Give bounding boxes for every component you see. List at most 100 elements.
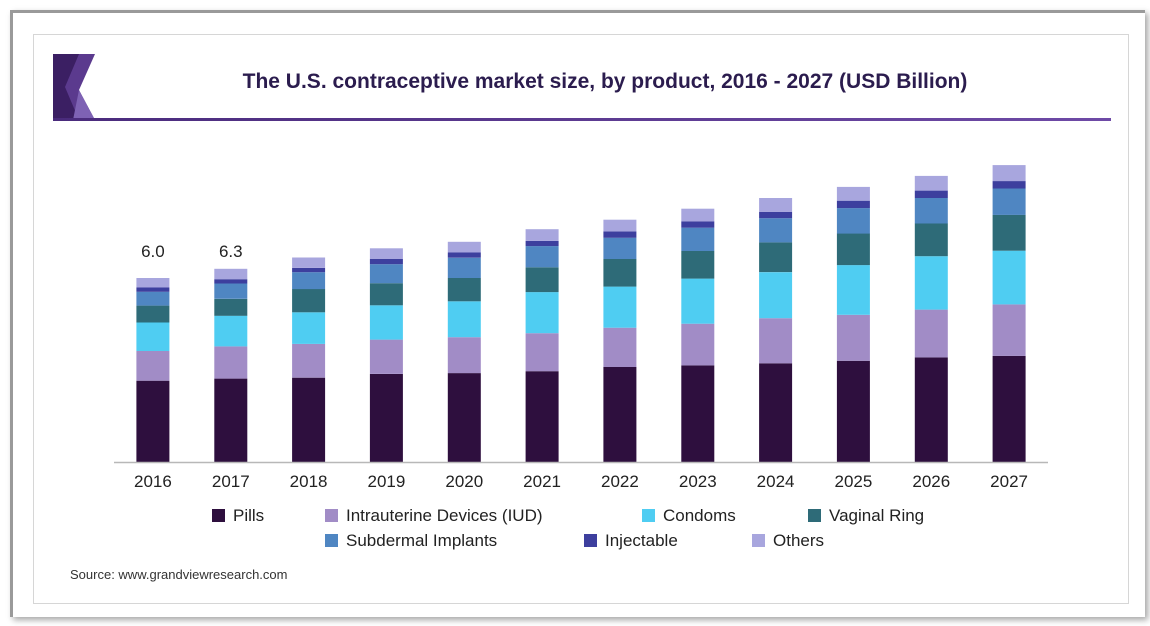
legend-swatch-injectable — [584, 534, 597, 547]
bar-segment-2024-5 — [759, 211, 793, 219]
bar-segment-2018-4 — [292, 272, 326, 290]
legend-label-pills: Pills — [233, 506, 265, 525]
bar-segment-2024-2 — [759, 272, 793, 319]
x-tick-label-2027: 2027 — [990, 472, 1028, 491]
stacked-bar-chart: 2016 2017 2018 2019 2020 2021 2022 2023 2024 2025… — [114, 165, 1048, 491]
x-tick-label-2018: 2018 — [290, 472, 328, 491]
bar-segment-2023-1 — [681, 323, 715, 366]
bar-segment-2023-0 — [681, 365, 715, 462]
legend-item-iud: Intrauterine Devices (IUD) — [325, 506, 543, 526]
x-tick-label-2023: 2023 — [679, 472, 717, 491]
bar-segment-2020-6 — [447, 241, 481, 253]
bar-segment-2021-5 — [525, 240, 559, 247]
legend-item-injectable: Injectable — [584, 531, 678, 551]
bar-segment-2017-5 — [214, 279, 248, 284]
bar-segment-2023-2 — [681, 278, 715, 324]
legend-item-pills: Pills — [212, 506, 264, 526]
bar-segment-2025-0 — [836, 360, 870, 462]
x-tick-label-2026: 2026 — [912, 472, 950, 491]
data-label-2016: 6.0 — [141, 242, 165, 261]
bar-segment-2023-3 — [681, 251, 715, 279]
bar-segment-2021-0 — [525, 371, 559, 462]
legend-item-vaginal-ring: Vaginal Ring — [808, 506, 924, 526]
bar-segment-2027-2 — [992, 250, 1026, 305]
legend-row-1: Pills Intrauterine Devices (IUD) Condoms… — [200, 506, 1000, 531]
bar-segment-2024-3 — [759, 242, 793, 273]
bar-segment-2022-0 — [603, 366, 637, 462]
bar-segment-2017-6 — [214, 268, 248, 280]
bar-segment-2018-2 — [292, 312, 326, 344]
bar-segment-2019-3 — [369, 283, 403, 306]
bar-segment-2019-1 — [369, 339, 403, 374]
source-note: Source: www.grandviewresearch.com — [70, 567, 288, 582]
bar-segment-2026-3 — [914, 223, 948, 257]
bar-segment-2026-1 — [914, 309, 948, 358]
bar-segment-2026-2 — [914, 256, 948, 310]
bar-segment-2027-3 — [992, 214, 1026, 251]
bar-segment-2020-4 — [447, 257, 481, 278]
legend-label-iud: Intrauterine Devices (IUD) — [346, 506, 543, 525]
legend-label-subdermal-implants: Subdermal Implants — [346, 531, 498, 550]
bar-segment-2024-6 — [759, 198, 793, 212]
bar-segment-2021-3 — [525, 267, 559, 293]
bar-segment-2026-6 — [914, 175, 948, 191]
legend-row-2: Subdermal Implants Injectable Others — [200, 531, 1000, 556]
bar-segment-2016-6 — [136, 278, 170, 288]
bar-segment-2017-3 — [214, 298, 248, 316]
data-label-2017: 6.3 — [219, 242, 243, 261]
legend-swatch-pills — [212, 509, 225, 522]
bar-segment-2023-4 — [681, 227, 715, 251]
bar-segment-2021-6 — [525, 229, 559, 241]
bar-segment-2024-4 — [759, 218, 793, 243]
bar-segment-2017-0 — [214, 378, 248, 462]
bar-segment-2020-0 — [447, 373, 481, 462]
bar-segment-2027-6 — [992, 165, 1026, 181]
bar-segment-2018-6 — [292, 257, 326, 268]
bar-segment-2027-5 — [992, 181, 1026, 189]
bar-segment-2017-2 — [214, 315, 248, 347]
bar-segment-2025-5 — [836, 200, 870, 209]
bar-segment-2016-3 — [136, 305, 170, 323]
bar-segment-2017-1 — [214, 346, 248, 379]
bar-segment-2017-4 — [214, 283, 248, 299]
bar-segment-2021-2 — [525, 292, 559, 334]
bar-segment-2020-3 — [447, 278, 481, 302]
bar-segment-2025-6 — [836, 186, 870, 201]
bar-segment-2018-5 — [292, 267, 326, 273]
bar-segment-2025-4 — [836, 208, 870, 234]
bar-segment-2016-4 — [136, 291, 170, 306]
legend-label-condoms: Condoms — [663, 506, 736, 525]
x-tick-label-2016: 2016 — [134, 472, 172, 491]
chart-title: The U.S. contraceptive market size, by p… — [242, 70, 968, 93]
bar-segment-2022-2 — [603, 286, 637, 328]
bar-segment-2024-1 — [759, 318, 793, 364]
bar-segment-2026-4 — [914, 198, 948, 224]
legend-swatch-vaginal-ring — [808, 509, 821, 522]
x-tick-label-2017: 2017 — [212, 472, 250, 491]
legend-swatch-others — [752, 534, 765, 547]
bar-segment-2025-3 — [836, 233, 870, 266]
bar-segment-2016-2 — [136, 322, 170, 351]
bar-segment-2022-3 — [603, 259, 637, 287]
bar-segment-2027-4 — [992, 188, 1026, 215]
legend-swatch-subdermal-implants — [325, 534, 338, 547]
bar-segment-2025-1 — [836, 314, 870, 361]
x-tick-label-2025: 2025 — [834, 472, 872, 491]
bar-segment-2023-6 — [681, 208, 715, 222]
bar-segment-2019-2 — [369, 305, 403, 340]
bar-segment-2019-4 — [369, 264, 403, 284]
x-tick-label-2020: 2020 — [445, 472, 483, 491]
x-tick-label-2021: 2021 — [523, 472, 561, 491]
bar-segment-2022-4 — [603, 237, 637, 259]
bar-segment-2025-2 — [836, 265, 870, 315]
bar-segment-2019-0 — [369, 374, 403, 462]
bar-segment-2022-1 — [603, 327, 637, 367]
bar-segment-2018-0 — [292, 377, 326, 462]
brand-logo — [53, 54, 95, 120]
x-tick-label-2019: 2019 — [367, 472, 405, 491]
legend-item-subdermal-implants: Subdermal Implants — [325, 531, 497, 551]
chart-legend: Pills Intrauterine Devices (IUD) Condoms… — [200, 506, 1000, 556]
legend-label-injectable: Injectable — [605, 531, 678, 550]
bar-segment-2027-0 — [992, 355, 1026, 462]
bar-segment-2016-0 — [136, 380, 170, 462]
